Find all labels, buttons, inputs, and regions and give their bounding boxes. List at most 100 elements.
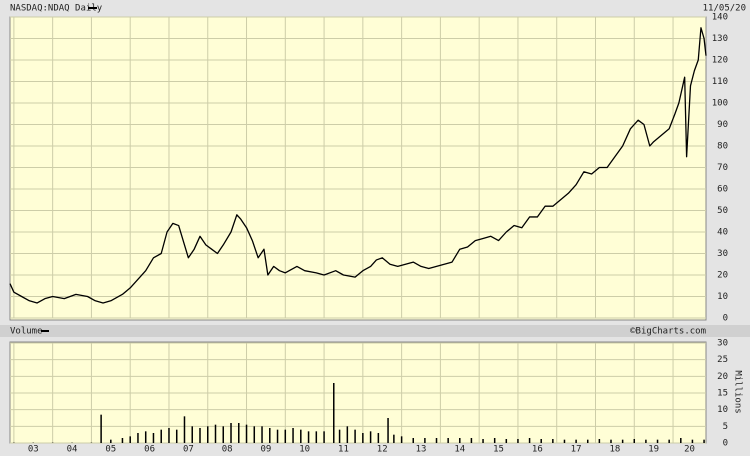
volume-bar bbox=[199, 428, 201, 443]
y-tick-label: 0 bbox=[723, 314, 728, 324]
volume-bar bbox=[506, 439, 508, 443]
volume-bar bbox=[370, 431, 372, 443]
volume-bar bbox=[645, 440, 647, 443]
volume-bar bbox=[413, 438, 415, 443]
volume-bar bbox=[424, 438, 426, 443]
volume-bar bbox=[387, 418, 389, 443]
volume-bar bbox=[494, 438, 496, 443]
y-tick-label: 130 bbox=[712, 34, 728, 44]
volume-bar bbox=[482, 439, 484, 443]
volume-bar bbox=[238, 423, 240, 443]
volume-bar bbox=[333, 383, 335, 443]
y-tick-label: 90 bbox=[717, 120, 728, 130]
volume-bar bbox=[145, 431, 147, 443]
volume-bar bbox=[246, 425, 248, 443]
volume-bar bbox=[129, 436, 131, 443]
y-tick-label: 20 bbox=[717, 372, 728, 382]
volume-bar bbox=[471, 438, 473, 443]
y-tick-label: 10 bbox=[717, 292, 728, 302]
volume-bar bbox=[308, 431, 310, 443]
volume-bar bbox=[184, 416, 186, 443]
volume-bar bbox=[447, 438, 449, 443]
y-tick-label: 5 bbox=[723, 422, 728, 432]
volume-bar bbox=[207, 426, 209, 443]
volume-bar bbox=[703, 440, 705, 443]
y-tick-label: 120 bbox=[712, 56, 728, 66]
volume-bar bbox=[378, 433, 380, 443]
x-tick-label: 12 bbox=[377, 445, 388, 455]
y-tick-label: 70 bbox=[717, 163, 728, 173]
volume-bar bbox=[254, 426, 256, 443]
x-tick-label: 10 bbox=[299, 445, 310, 455]
x-tick-label: 16 bbox=[532, 445, 543, 455]
volume-bar bbox=[517, 439, 519, 443]
y-tick-label: 140 bbox=[712, 13, 728, 23]
volume-bar bbox=[230, 423, 232, 443]
volume-bar bbox=[459, 438, 461, 443]
volume-bar bbox=[215, 425, 217, 443]
x-tick-label: 18 bbox=[609, 445, 620, 455]
volume-bar bbox=[316, 431, 318, 443]
volume-bar bbox=[436, 438, 438, 443]
volume-bar bbox=[634, 439, 636, 443]
y-tick-label: 25 bbox=[717, 355, 728, 365]
volume-bar bbox=[100, 415, 102, 443]
volume-bar bbox=[680, 438, 682, 443]
volume-bar bbox=[153, 433, 155, 443]
volume-bar bbox=[122, 438, 124, 443]
volume-bar bbox=[668, 440, 670, 443]
volume-bar bbox=[269, 428, 271, 443]
y-tick-label: 30 bbox=[717, 339, 728, 349]
x-tick-label: 14 bbox=[454, 445, 465, 455]
volume-bar bbox=[285, 430, 287, 443]
y-tick-label: 20 bbox=[717, 271, 728, 281]
volume-bar bbox=[110, 440, 112, 443]
volume-bar bbox=[540, 439, 542, 443]
volume-bar bbox=[347, 426, 349, 443]
x-tick-label: 09 bbox=[260, 445, 271, 455]
x-tick-label: 13 bbox=[416, 445, 427, 455]
y-tick-label: 110 bbox=[712, 77, 728, 87]
x-tick-label: 05 bbox=[105, 445, 116, 455]
x-tick-label: 17 bbox=[571, 445, 582, 455]
volume-bar bbox=[657, 440, 659, 443]
x-tick-label: 06 bbox=[144, 445, 155, 455]
volume-bar bbox=[261, 426, 263, 443]
volume-bar bbox=[176, 430, 178, 443]
volume-bar bbox=[323, 431, 325, 443]
volume-bar bbox=[575, 440, 577, 443]
volume-bar bbox=[137, 433, 139, 443]
volume-bar bbox=[610, 440, 612, 443]
x-tick-label: 03 bbox=[28, 445, 39, 455]
x-tick-label: 15 bbox=[493, 445, 504, 455]
y-tick-label: 50 bbox=[717, 206, 728, 216]
x-tick-label: 20 bbox=[684, 445, 695, 455]
volume-bar bbox=[292, 428, 294, 443]
x-tick-label: 19 bbox=[648, 445, 659, 455]
volume-bar bbox=[529, 438, 531, 443]
volume-title: Volume bbox=[10, 327, 43, 337]
volume-bar bbox=[587, 440, 589, 443]
y-axis-label: Millions bbox=[733, 370, 743, 413]
volume-bar bbox=[692, 440, 694, 443]
volume-bar bbox=[552, 439, 554, 443]
credit: ©BigCharts.com bbox=[630, 327, 706, 337]
volume-bar bbox=[223, 426, 225, 443]
y-tick-label: 60 bbox=[717, 185, 728, 195]
volume-bar bbox=[339, 430, 341, 443]
x-tick-label: 07 bbox=[183, 445, 194, 455]
volume-bar bbox=[622, 440, 624, 443]
volume-bar bbox=[160, 430, 162, 443]
volume-bar bbox=[393, 435, 395, 443]
y-tick-label: 80 bbox=[717, 142, 728, 152]
y-tick-label: 10 bbox=[717, 405, 728, 415]
volume-bar bbox=[277, 430, 279, 443]
volume-bar bbox=[362, 433, 364, 443]
x-tick-label: 11 bbox=[338, 445, 349, 455]
volume-bar bbox=[354, 430, 356, 443]
x-tick-label: 04 bbox=[67, 445, 78, 455]
volume-bar bbox=[401, 436, 403, 443]
volume-bar bbox=[168, 428, 170, 443]
